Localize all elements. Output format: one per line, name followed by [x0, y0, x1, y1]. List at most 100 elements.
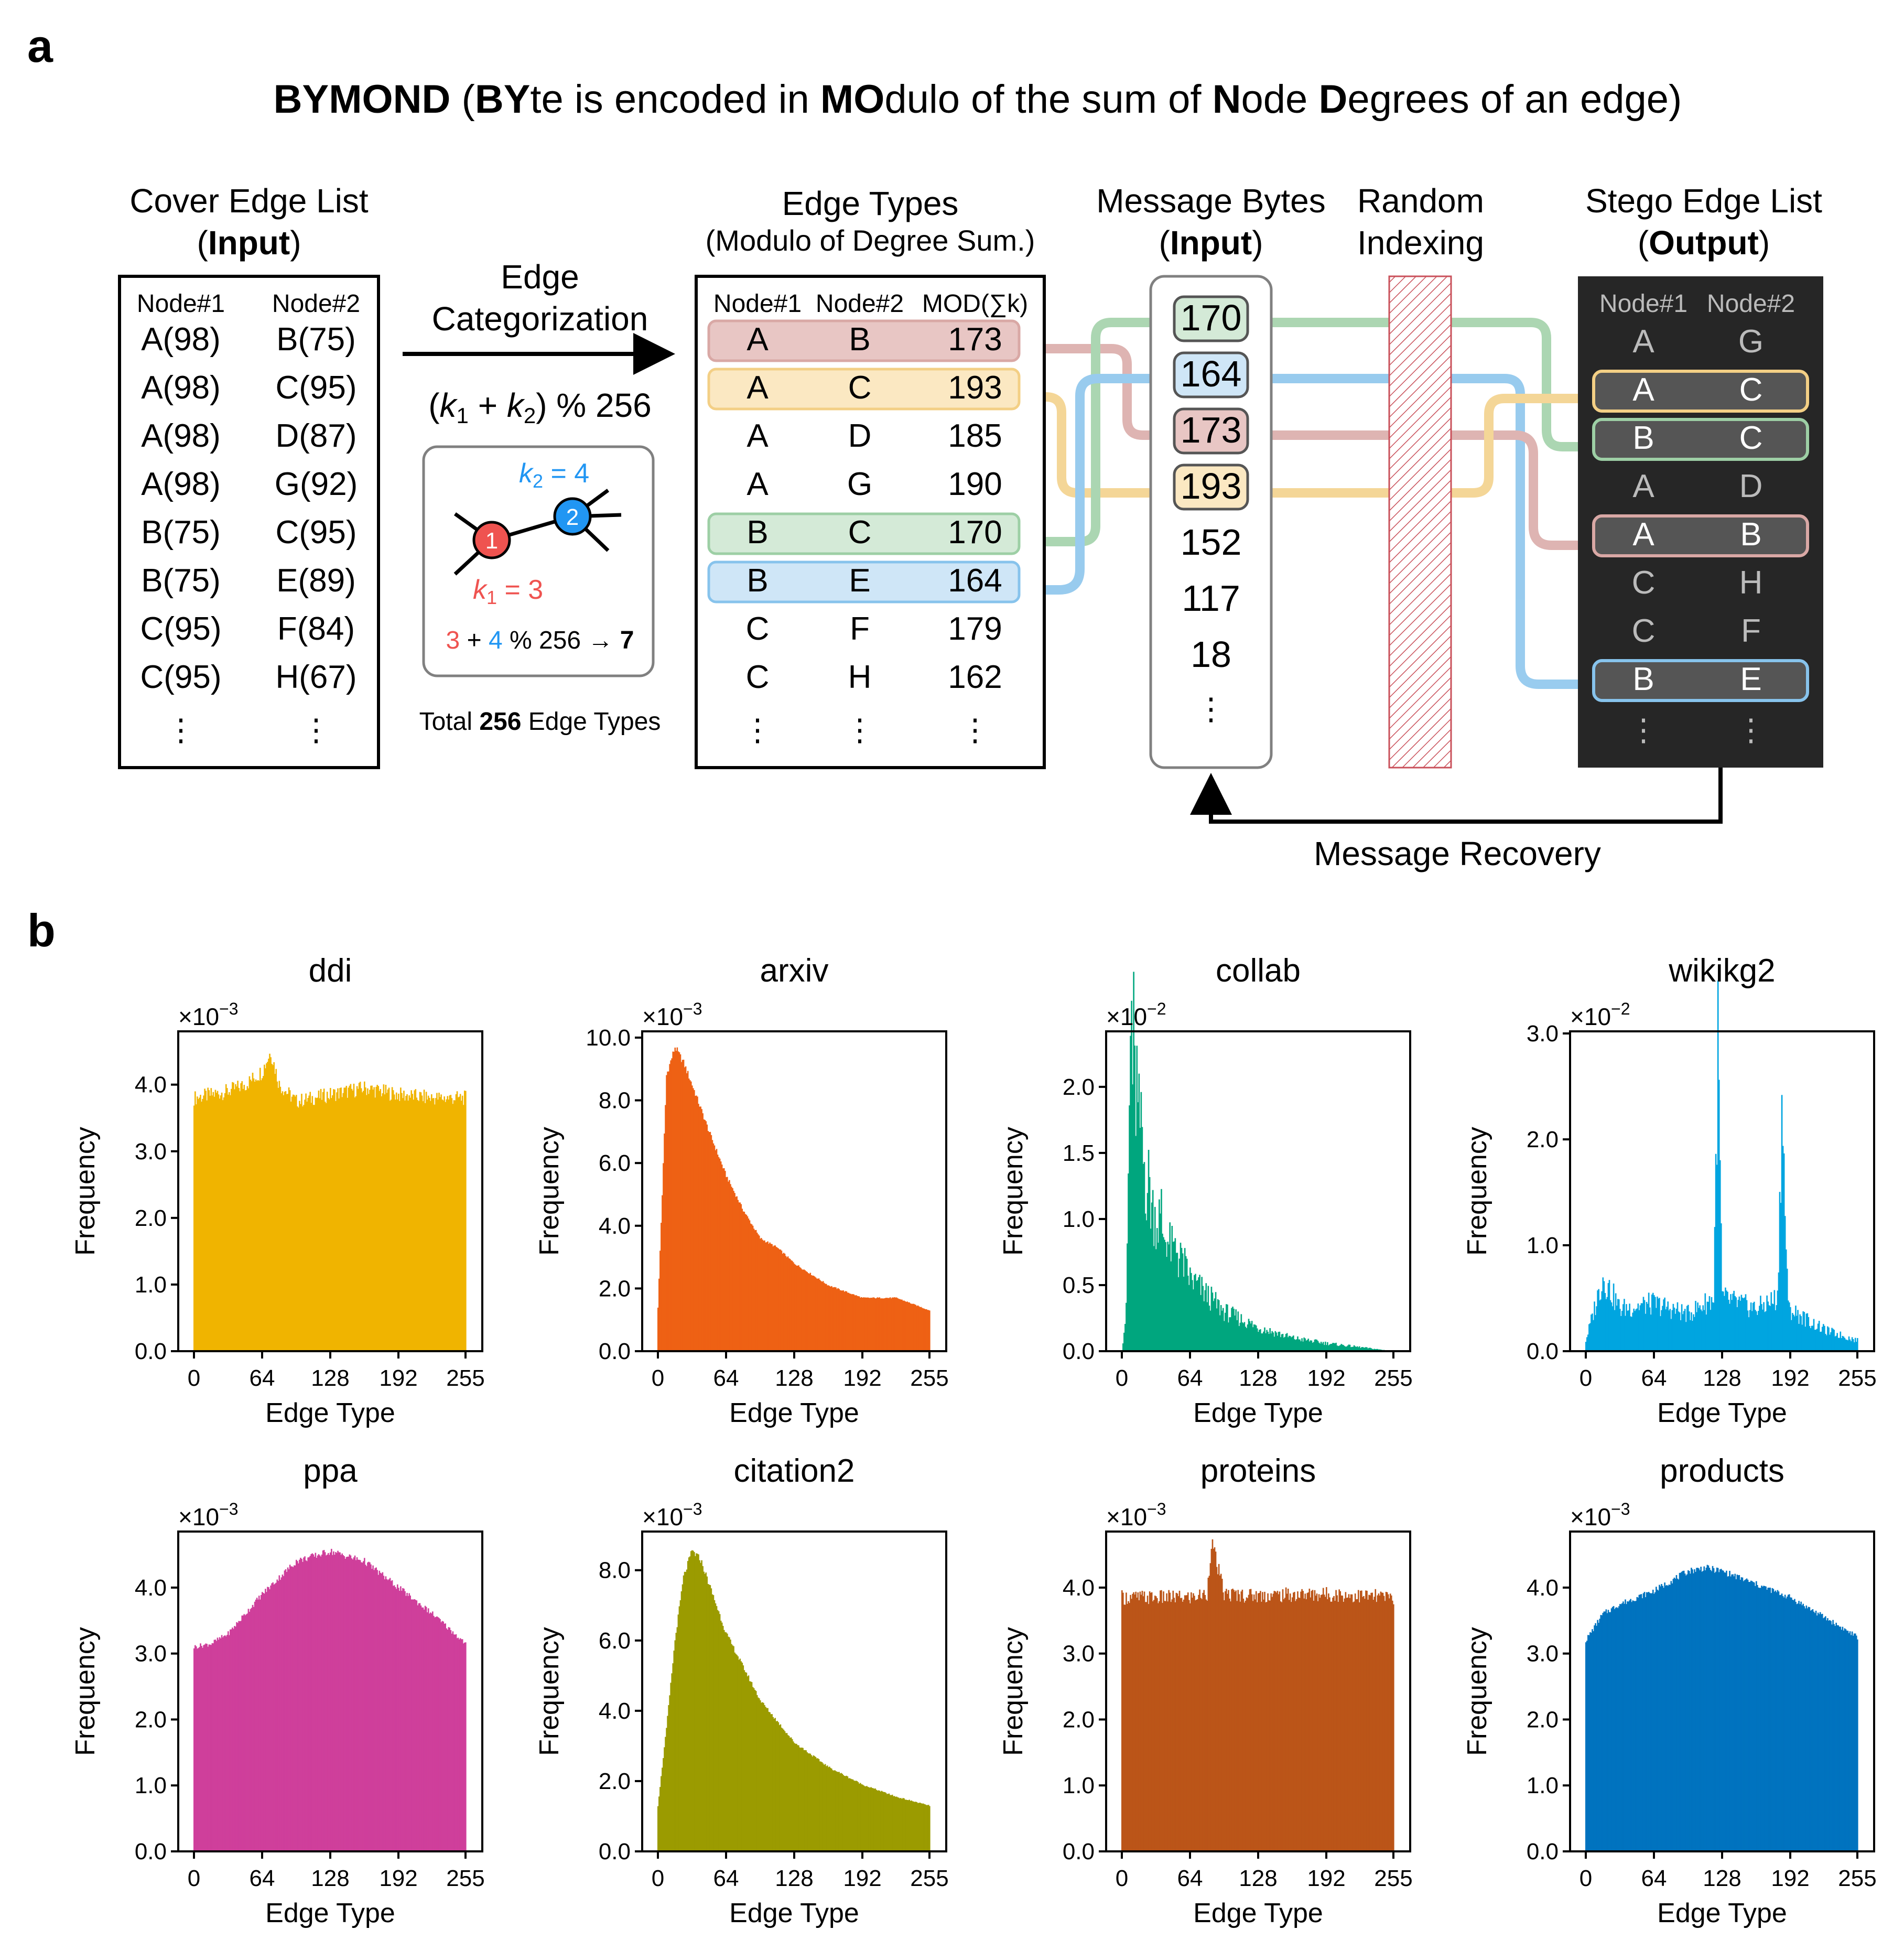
- bar: [254, 1601, 256, 1851]
- bar: [1123, 1604, 1125, 1851]
- bar: [1197, 1599, 1198, 1851]
- bar: [1668, 1584, 1670, 1851]
- bar: [1692, 1321, 1693, 1351]
- y-tick-label: 0.0: [135, 1839, 167, 1864]
- bar: [236, 1086, 237, 1351]
- bar: [1185, 1256, 1187, 1351]
- bar: [226, 1635, 228, 1851]
- bar: [1355, 1599, 1357, 1851]
- bar: [1351, 1346, 1353, 1351]
- stego-highlight: [1592, 514, 1809, 557]
- chart-citation2: citation2×10−30.02.04.06.08.00 64 128 192 25…: [534, 1453, 949, 1928]
- bar: [1166, 1257, 1167, 1351]
- bar: [203, 1645, 204, 1851]
- bar: [1830, 1332, 1832, 1351]
- bar: [838, 1289, 840, 1351]
- stego-col1: Node#1: [1599, 290, 1687, 318]
- bar: [210, 1645, 212, 1851]
- bar: [1591, 1314, 1592, 1351]
- bar: [316, 1098, 318, 1351]
- bar: [332, 1095, 333, 1351]
- bar: [729, 1637, 730, 1851]
- bar: [659, 1251, 661, 1351]
- bar: [1825, 1616, 1826, 1851]
- bar: [814, 1756, 816, 1851]
- bar: [1744, 1580, 1746, 1851]
- bar: [385, 1576, 387, 1851]
- bar: [242, 1088, 244, 1351]
- bar: [1251, 1321, 1253, 1351]
- bar: [1610, 1302, 1613, 1351]
- bar: [915, 1802, 917, 1851]
- bar: [315, 1553, 317, 1851]
- bar: [1312, 1342, 1314, 1351]
- bar: [1207, 1577, 1209, 1851]
- bar: [819, 1280, 821, 1351]
- bar: [1188, 1285, 1190, 1351]
- bar: [1350, 1594, 1352, 1851]
- bar: [824, 1284, 826, 1351]
- bar: [274, 1583, 276, 1851]
- bar: [710, 1588, 712, 1851]
- bar: [1748, 1317, 1750, 1351]
- x-tick-label: 255: [1838, 1365, 1876, 1391]
- bar: [1350, 1347, 1352, 1351]
- bar: [1202, 1286, 1204, 1351]
- stego-node2-cell: C: [1739, 420, 1763, 456]
- bar: [1220, 1305, 1222, 1351]
- bar: [421, 1607, 423, 1851]
- bar: [1831, 1624, 1833, 1851]
- bar: [1384, 1601, 1386, 1851]
- bar: [1718, 1080, 1720, 1351]
- bar: [1682, 1314, 1684, 1351]
- bar: [820, 1281, 822, 1351]
- bar: [1636, 1597, 1638, 1851]
- bar: [709, 1131, 711, 1351]
- edge-ellipsis: ⋮: [960, 713, 990, 747]
- bar: [251, 1608, 253, 1851]
- bar: [1601, 1615, 1603, 1851]
- bar: [287, 1094, 289, 1351]
- bar: [1299, 1339, 1301, 1351]
- bar: [1314, 1590, 1316, 1851]
- bar: [775, 1247, 777, 1351]
- bar: [221, 1635, 223, 1851]
- bar: [691, 1085, 693, 1351]
- chart-products: products×10−30.01.02.03.04.00 64 128 192 255…: [1462, 1453, 1877, 1928]
- bar: [205, 1643, 207, 1851]
- bar: [1779, 1192, 1781, 1351]
- bar: [658, 1796, 660, 1851]
- bar: [1247, 1324, 1249, 1351]
- bar: [198, 1099, 199, 1351]
- bar: [243, 1085, 245, 1351]
- bar: [1136, 1045, 1138, 1351]
- bar: [1763, 1302, 1765, 1351]
- bar: [1750, 1580, 1752, 1851]
- bar: [899, 1299, 901, 1351]
- bar: [1246, 1597, 1248, 1851]
- bar: [851, 1779, 853, 1851]
- bar: [842, 1775, 845, 1851]
- bar: [1591, 1633, 1592, 1851]
- bar: [387, 1089, 389, 1351]
- bar: [706, 1576, 708, 1851]
- bar: [1740, 1577, 1743, 1851]
- bar: [369, 1562, 371, 1851]
- bar: [1648, 1592, 1650, 1851]
- bar: [1689, 1311, 1690, 1351]
- bar: [206, 1100, 208, 1351]
- bar: [788, 1258, 790, 1351]
- bar: [1758, 1311, 1759, 1351]
- bar: [771, 1244, 773, 1351]
- bar: [1651, 1593, 1653, 1851]
- bar: [1387, 1594, 1389, 1851]
- bar: [1816, 1329, 1818, 1351]
- bar: [1207, 1286, 1209, 1351]
- bar: [882, 1791, 884, 1851]
- bar: [1805, 1313, 1808, 1351]
- bar: [439, 1619, 441, 1851]
- bar: [1166, 1593, 1167, 1851]
- bar: [1377, 1595, 1379, 1851]
- bar: [365, 1087, 366, 1351]
- bar: [1603, 1281, 1605, 1351]
